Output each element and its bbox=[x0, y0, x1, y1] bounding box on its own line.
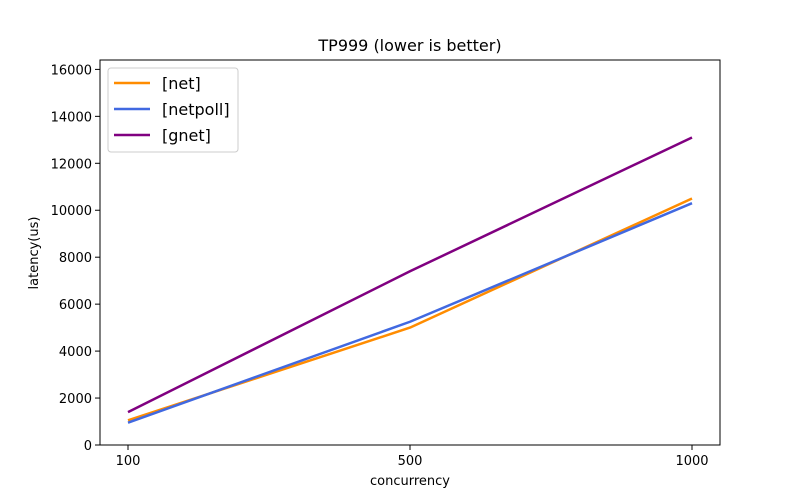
x-tick-label: 100 bbox=[116, 454, 141, 469]
chart-title: TP999 (lower is better) bbox=[317, 36, 501, 55]
y-tick-label: 14000 bbox=[51, 110, 92, 125]
x-tick-label: 1000 bbox=[675, 454, 708, 469]
y-tick-label: 16000 bbox=[51, 63, 92, 78]
y-tick-label: 10000 bbox=[51, 204, 92, 219]
x-axis-label: concurrency bbox=[370, 474, 450, 489]
series-line bbox=[127, 197, 693, 422]
y-axis-label: latency(us) bbox=[27, 217, 42, 290]
x-axis: 100 500 1000 bbox=[116, 445, 709, 469]
series-line bbox=[127, 202, 693, 424]
legend-label: [net] bbox=[162, 74, 201, 93]
y-tick-label: 8000 bbox=[59, 251, 92, 266]
legend-label: [gnet] bbox=[162, 126, 211, 145]
legend: [net] [netpoll] [gnet] bbox=[107, 67, 239, 153]
y-axis: 0 2000 4000 6000 8000 10000 12000 14000 16000 bbox=[51, 63, 100, 454]
plot-area bbox=[127, 136, 693, 424]
y-tick-label: 2000 bbox=[59, 392, 92, 407]
series-line bbox=[127, 136, 693, 414]
y-tick-label: 0 bbox=[84, 439, 92, 454]
y-tick-label: 4000 bbox=[59, 345, 92, 360]
legend-box bbox=[107, 67, 239, 153]
y-tick-label: 6000 bbox=[59, 298, 92, 313]
x-tick-label: 500 bbox=[398, 454, 423, 469]
y-tick-label: 12000 bbox=[51, 157, 92, 172]
legend-label: [netpoll] bbox=[162, 100, 230, 119]
